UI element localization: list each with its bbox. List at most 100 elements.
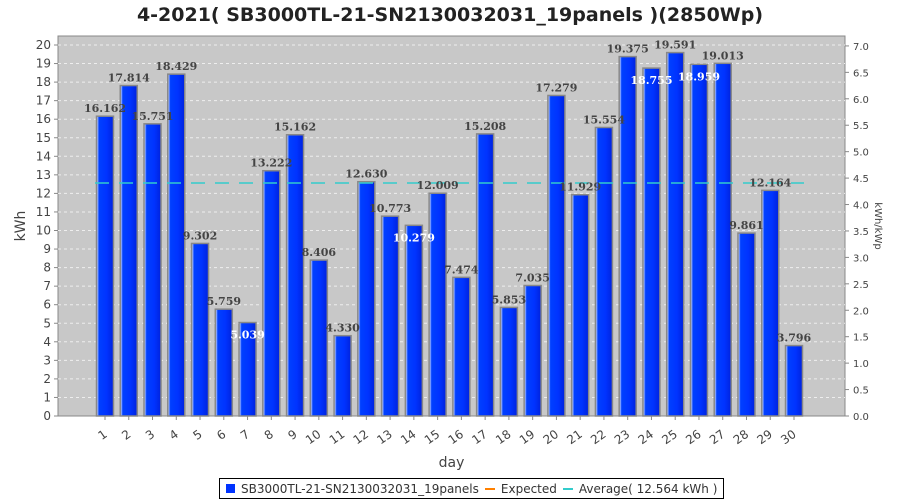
bar — [594, 126, 614, 417]
y-tick-label: 5 — [43, 316, 51, 330]
bar-value-label: 4.330 — [325, 322, 360, 335]
legend: SB3000TL-21-SN2130032031_19panels Expect… — [219, 478, 725, 499]
bar — [523, 284, 542, 417]
bar-value-label: 9.302 — [183, 229, 217, 242]
bar — [689, 63, 709, 417]
x-tick-label: 12 — [351, 427, 372, 447]
y-tick-label: 3 — [43, 353, 51, 367]
x-tick-label: 11 — [327, 427, 348, 447]
y2-tick-label: 4.0 — [853, 201, 869, 212]
x-tick-label: 30 — [778, 427, 799, 447]
y-tick-label: 12 — [36, 186, 51, 200]
y2-tick-label: 1.5 — [853, 333, 869, 344]
legend-swatch-average — [562, 487, 573, 490]
bar-value-label: 19.013 — [702, 49, 744, 62]
y2-axis-label: kWh/kWp — [872, 202, 883, 249]
bar-value-label: 7.474 — [444, 263, 479, 276]
bar-value-label: 7.035 — [515, 272, 549, 285]
legend-swatch-expected — [484, 487, 495, 490]
y-tick-label: 9 — [43, 242, 51, 256]
y2-tick-label: 5.5 — [853, 121, 869, 132]
y2-tick-label: 6.5 — [853, 68, 869, 79]
bar — [404, 224, 424, 417]
bar-value-label: 9.861 — [729, 219, 763, 232]
y2-tick-label: 2.0 — [853, 306, 869, 317]
x-tick-label: 24 — [636, 427, 657, 447]
bar-value-label: 15.554 — [583, 113, 625, 126]
bar — [214, 308, 234, 417]
x-axis-label: day — [439, 455, 465, 471]
bar — [95, 115, 115, 417]
bar-value-label: 12.164 — [749, 176, 791, 189]
x-tick-label: 18 — [493, 427, 514, 447]
y-tick-label: 18 — [36, 75, 51, 89]
bar — [499, 306, 519, 417]
bar-value-label: 5.853 — [492, 293, 526, 306]
y-tick-label: 2 — [43, 372, 51, 386]
bar-value-label: 17.814 — [108, 72, 150, 85]
bar-chart: 012345678910111213141516171819200.00.51.… — [13, 35, 883, 471]
y2-tick-label: 3.5 — [853, 227, 869, 238]
y2-tick-label: 2.5 — [853, 280, 869, 291]
bar — [380, 215, 400, 417]
x-tick-label: 9 — [286, 427, 300, 443]
x-tick-label: 3 — [143, 427, 157, 443]
legend-swatch-production — [226, 484, 235, 493]
x-tick-label: 14 — [398, 427, 419, 447]
bar-value-label: 19.591 — [654, 39, 696, 52]
bar-value-label: 11.929 — [559, 181, 601, 194]
bar-value-label: 18.429 — [155, 60, 197, 73]
bar — [618, 55, 637, 417]
x-tick-label: 21 — [564, 427, 585, 447]
x-tick-label: 17 — [469, 427, 490, 447]
y-axis-label: kWh — [13, 211, 29, 242]
bar-value-label: 12.009 — [417, 179, 459, 192]
y2-tick-label: 6.0 — [853, 95, 869, 106]
x-tick-label: 19 — [517, 427, 538, 447]
x-tick-label: 29 — [754, 427, 775, 447]
y2-tick-label: 3.0 — [853, 253, 869, 264]
y-tick-label: 1 — [43, 390, 51, 404]
x-tick-label: 7 — [238, 427, 252, 443]
y2-tick-label: 5.0 — [853, 148, 869, 159]
y2-tick-label: 4.5 — [853, 174, 869, 185]
y2-tick-label: 1.0 — [853, 359, 869, 370]
bar — [475, 133, 495, 417]
legend-label-expected: Expected — [500, 481, 557, 496]
bar — [665, 51, 685, 417]
bar — [642, 67, 661, 417]
x-tick-label: 10 — [303, 427, 324, 447]
bar-value-label: 13.222 — [250, 157, 292, 170]
y-tick-label: 16 — [36, 112, 51, 126]
bar — [167, 73, 186, 417]
bar — [333, 334, 352, 417]
bar-value-label: 10.773 — [369, 202, 411, 215]
x-tick-label: 26 — [683, 427, 704, 447]
bar-value-label: 8.406 — [302, 246, 337, 259]
y-tick-label: 6 — [43, 298, 51, 312]
bar — [357, 180, 376, 417]
x-tick-label: 28 — [731, 427, 752, 447]
bar — [570, 193, 590, 417]
y2-tick-label: 7.0 — [853, 42, 869, 53]
bar-value-label: 15.208 — [464, 120, 506, 133]
x-tick-label: 2 — [119, 427, 133, 443]
bar-value-label: 10.279 — [393, 231, 435, 244]
bar — [309, 259, 329, 417]
bar — [143, 123, 162, 417]
bar-value-label: 18.755 — [630, 74, 672, 87]
y-tick-label: 7 — [43, 279, 51, 293]
bar — [119, 84, 139, 417]
bar — [760, 189, 780, 417]
bar-value-label: 15.162 — [274, 121, 316, 134]
y-tick-label: 4 — [43, 335, 51, 349]
y-tick-label: 20 — [36, 38, 51, 52]
bar-value-label: 5.039 — [230, 329, 264, 342]
x-tick-label: 22 — [588, 427, 609, 447]
y-tick-label: 14 — [36, 149, 51, 163]
bar — [285, 133, 305, 417]
x-tick-label: 6 — [214, 427, 228, 443]
x-tick-label: 4 — [167, 427, 181, 443]
y-tick-label: 8 — [43, 261, 51, 275]
bar-value-label: 17.279 — [535, 81, 577, 94]
